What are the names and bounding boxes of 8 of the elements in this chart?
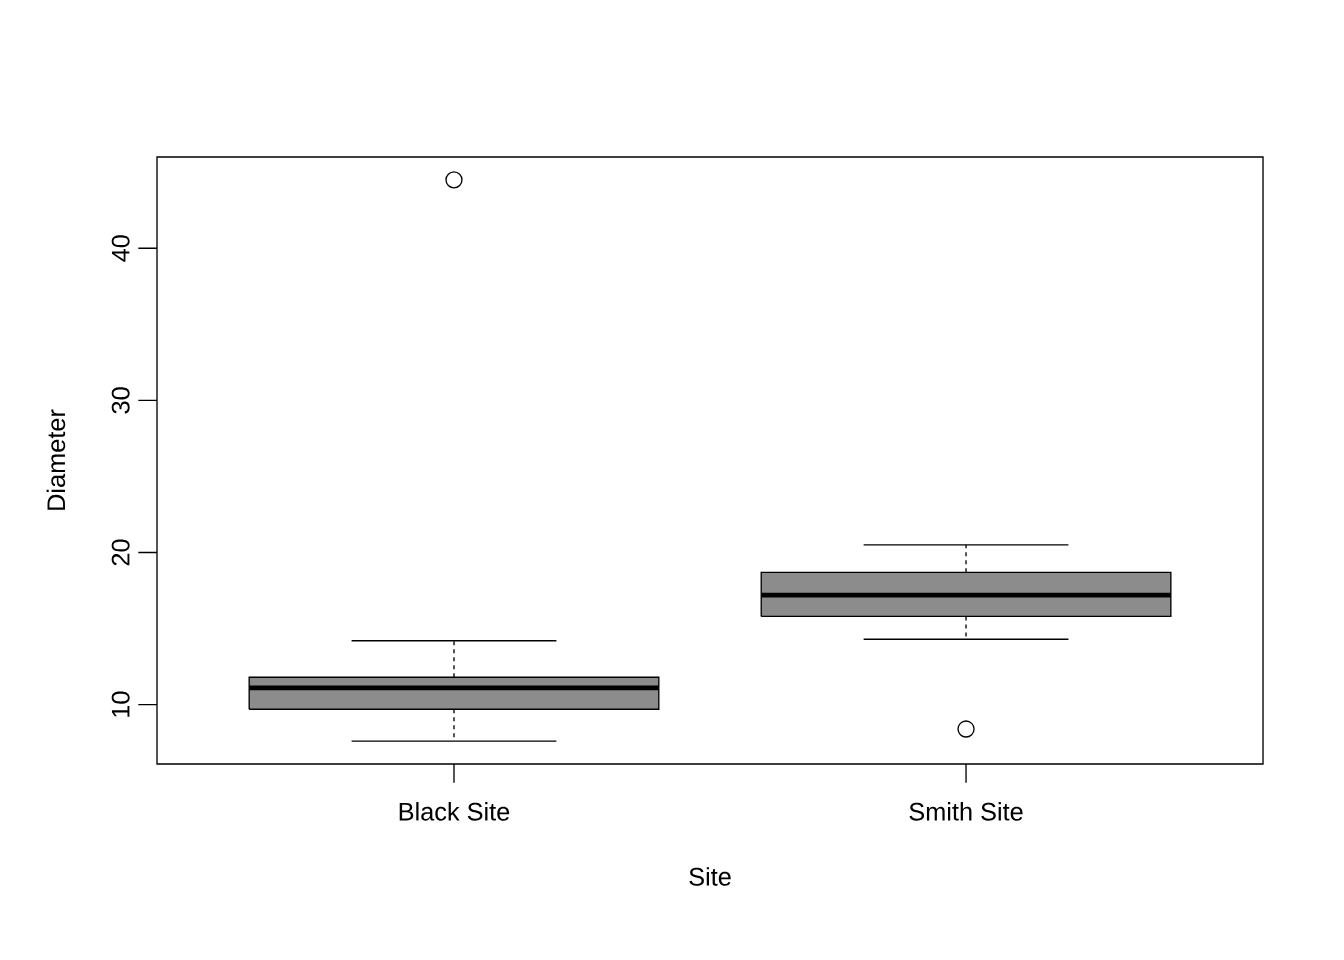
y-tick-label: 40 xyxy=(111,235,130,262)
x-tick-label: Black Site xyxy=(399,802,510,821)
y-tick-label: 20 xyxy=(111,539,130,566)
y-axis-title: Diameter xyxy=(46,409,66,510)
y-tick-label: 10 xyxy=(111,691,130,717)
y-tick-label: 30 xyxy=(111,387,130,414)
x-axis-title: Site xyxy=(689,867,731,886)
x-tick-label: Smith Site xyxy=(909,802,1023,821)
